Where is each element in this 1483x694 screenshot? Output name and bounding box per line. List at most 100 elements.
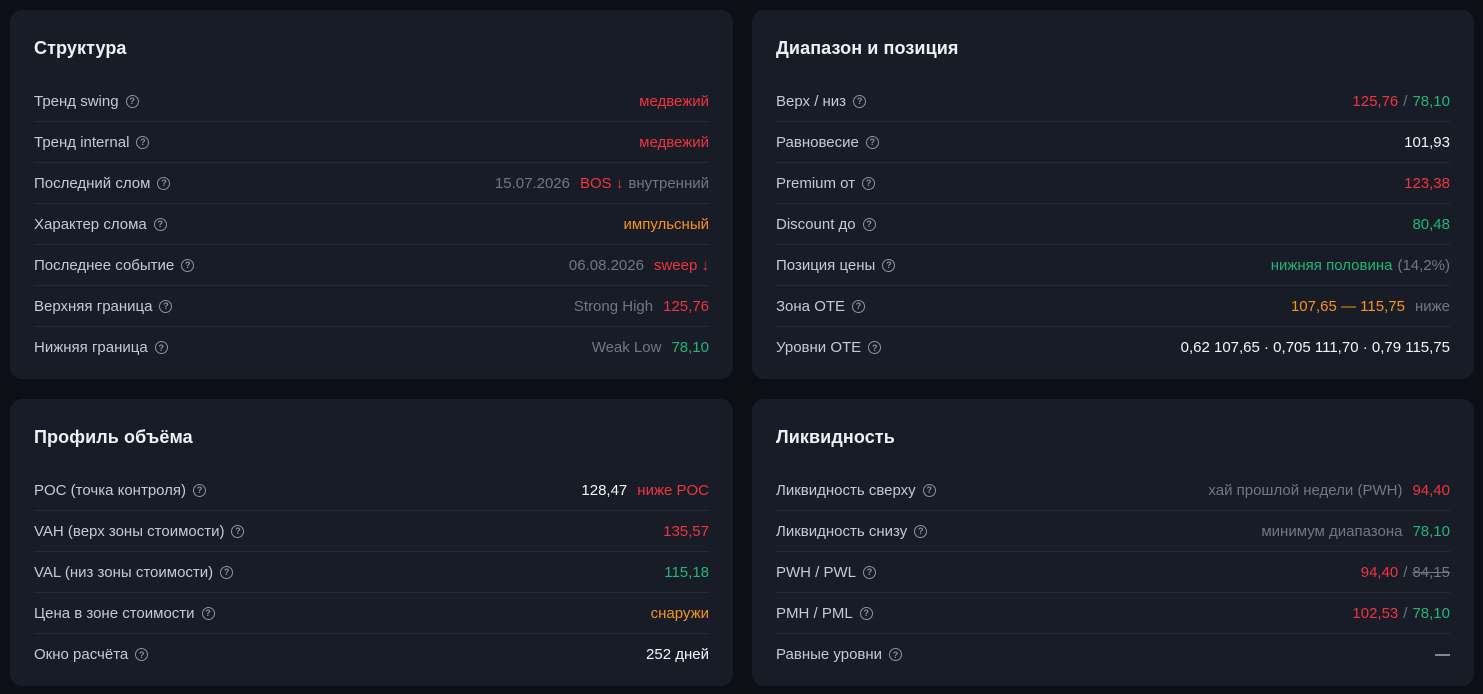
event-date: 06.08.2026 — [568, 256, 644, 274]
low-value: 78,10 — [1412, 92, 1450, 110]
break-note: внутренний — [628, 174, 709, 192]
poc-value: 128,47 — [581, 481, 628, 499]
row-label: Цена в зоне стоимости — [34, 604, 195, 622]
liquidity-note: хай прошлой недели (PWH) — [1208, 481, 1403, 499]
row-label: Последний слом — [34, 174, 151, 192]
row-lower-bound: Нижняя граница? Weak Low 78,10 — [34, 327, 709, 368]
row-label: Равные уровни — [776, 646, 883, 663]
value-area-status: снаружи — [650, 604, 709, 622]
help-icon[interactable]: ? — [862, 176, 876, 190]
help-icon[interactable]: ? — [157, 176, 171, 190]
row-label: VAL (низ зоны стоимости) — [34, 563, 214, 581]
row-label: Тренд internal — [34, 133, 130, 151]
row-upper-bound: Верхняя граница? Strong High 125,76 — [34, 286, 709, 327]
row-last-break: Последний слом? 15.07.2026 BOS ↓ внутренн… — [34, 163, 709, 204]
discount-value: 80,48 — [1412, 215, 1450, 233]
row-label: Равновесие — [776, 133, 859, 151]
help-icon[interactable]: ? — [862, 217, 876, 231]
help-icon[interactable]: ? — [153, 217, 167, 231]
position-percent: (14,2%) — [1397, 256, 1450, 274]
ote-zone-value: 107,65 — 115,75 — [1290, 297, 1405, 315]
help-icon[interactable]: ? — [201, 606, 215, 620]
row-label: Discount до — [776, 215, 856, 233]
row-last-event: Последнее событие? 06.08.2026 sweep ↓ — [34, 245, 709, 286]
separator: / — [1403, 92, 1408, 110]
row-label: Уровни OTE — [776, 339, 862, 356]
row-liquidity-above: Ликвидность сверху? хай прошлой недели (… — [776, 470, 1450, 511]
help-icon[interactable]: ? — [852, 299, 866, 313]
liquidity-note: минимум диапазона — [1261, 522, 1403, 540]
row-label: Окно расчёта — [34, 646, 129, 663]
help-icon[interactable]: ? — [135, 648, 149, 661]
help-icon[interactable]: ? — [914, 524, 928, 538]
panel-title: Диапазон и позиция — [776, 38, 959, 58]
row-ote-levels: Уровни OTE? 0,62 107,65 · 0,705 111,70 ·… — [776, 327, 1450, 368]
ote-levels-value: 0,62 107,65 · 0,705 111,70 · 0,79 115,75 — [1180, 339, 1450, 356]
panel-title: Структура — [34, 38, 127, 58]
row-label: Последнее событие — [34, 256, 175, 274]
row-label: Позиция цены — [776, 256, 876, 274]
liquidity-panel: Ликвидность Ликвидность сверху? хай прош… — [752, 399, 1474, 686]
help-icon[interactable]: ? — [231, 524, 245, 538]
help-icon[interactable]: ? — [859, 606, 873, 620]
row-label: VAH (верх зоны стоимости) — [34, 522, 225, 540]
help-icon[interactable]: ? — [868, 341, 882, 354]
help-icon[interactable]: ? — [882, 258, 896, 272]
row-label: Зона OTE — [776, 297, 846, 315]
trend-value: медвежий — [639, 133, 709, 151]
row-price-position: Позиция цены? нижняя половина (14,2%) — [776, 245, 1450, 286]
row-label: Характер слома — [34, 215, 147, 233]
break-date: 15.07.2026 — [494, 174, 570, 192]
row-value-area-status: Цена в зоне стоимости? снаружи — [34, 593, 709, 634]
panel-title: Профиль объёма — [34, 427, 193, 447]
help-icon[interactable]: ? — [922, 483, 936, 497]
bound-value: 125,76 — [663, 297, 709, 315]
row-label: POC (точка контроля) — [34, 481, 187, 499]
pwl-value: 84,15 — [1412, 563, 1450, 581]
bound-value: 78,10 — [671, 339, 709, 356]
help-icon[interactable]: ? — [181, 258, 195, 272]
volume-profile-panel: Профиль объёма POC (точка контроля)? 128… — [10, 399, 733, 686]
window-value: 252 дней — [646, 646, 709, 663]
row-label: PWH / PWL — [776, 563, 857, 581]
row-poc: POC (точка контроля)? 128,47 ниже POC — [34, 470, 709, 511]
help-icon[interactable]: ? — [136, 135, 150, 149]
equilibrium-value: 101,93 — [1404, 133, 1450, 151]
equal-levels-value: — — [1435, 646, 1450, 663]
pwh-value: 94,40 — [1360, 563, 1399, 581]
help-icon[interactable]: ? — [125, 94, 139, 108]
bound-note: Strong High — [573, 297, 654, 315]
help-icon[interactable]: ? — [863, 565, 877, 579]
structure-panel: Структура Тренд swing? медвежий Тренд in… — [10, 10, 733, 379]
separator: / — [1403, 604, 1408, 622]
pml-value: 78,10 — [1412, 604, 1450, 622]
liquidity-value: 94,40 — [1412, 481, 1450, 499]
row-high-low: Верх / низ? 125,76/78,10 — [776, 81, 1450, 122]
row-label: Верх / низ — [776, 92, 847, 110]
row-discount: Discount до? 80,48 — [776, 204, 1450, 245]
help-icon[interactable]: ? — [154, 341, 168, 354]
character-value: импульсный — [623, 215, 710, 233]
row-liquidity-below: Ликвидность снизу? минимум диапазона 78,… — [776, 511, 1450, 552]
bound-note: Weak Low — [591, 339, 662, 356]
row-label: PMH / PML — [776, 604, 853, 622]
row-break-character: Характер слома? импульсный — [34, 204, 709, 245]
premium-value: 123,38 — [1404, 174, 1450, 192]
help-icon[interactable]: ? — [220, 565, 234, 579]
high-value: 125,76 — [1352, 92, 1399, 110]
help-icon[interactable]: ? — [853, 94, 867, 108]
vah-value: 135,57 — [663, 522, 709, 540]
help-icon[interactable]: ? — [193, 483, 207, 497]
row-internal-trend: Тренд internal? медвежий — [34, 122, 709, 163]
help-icon[interactable]: ? — [159, 299, 173, 313]
event-value: sweep ↓ — [653, 256, 709, 274]
help-icon[interactable]: ? — [865, 135, 879, 149]
pmh-value: 102,53 — [1352, 604, 1399, 622]
ote-zone-note: ниже — [1414, 297, 1450, 315]
row-premium: Premium от? 123,38 — [776, 163, 1450, 204]
help-icon[interactable]: ? — [889, 648, 903, 661]
panel-title: Ликвидность — [776, 427, 895, 447]
position-value: нижняя половина — [1270, 256, 1393, 274]
row-pmh-pml: PMH / PML? 102,53/78,10 — [776, 593, 1450, 634]
range-panel: Диапазон и позиция Верх / низ? 125,76/78… — [752, 10, 1474, 379]
